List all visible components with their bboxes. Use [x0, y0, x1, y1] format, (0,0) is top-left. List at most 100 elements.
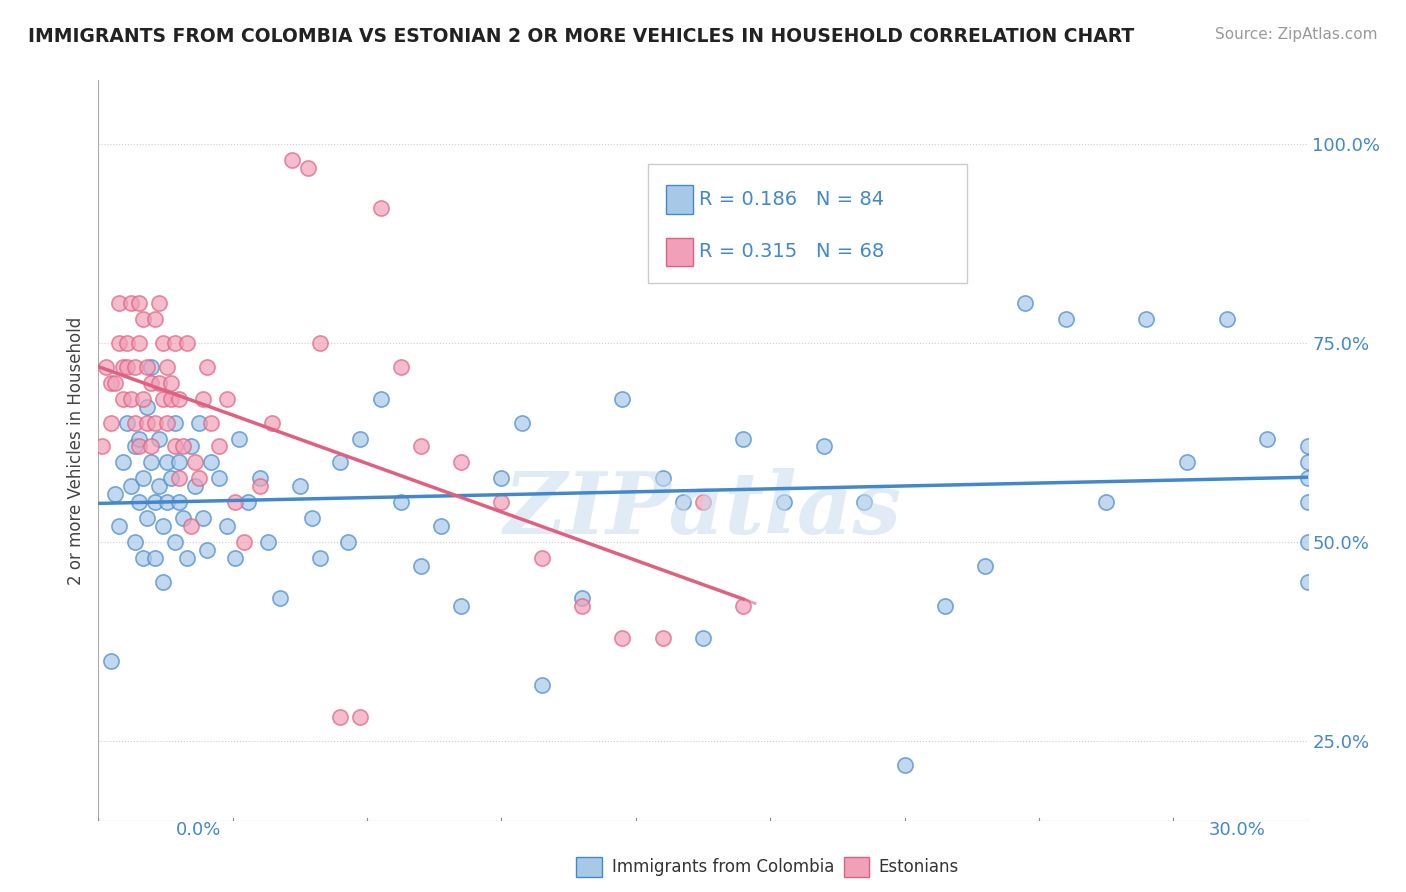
Point — [124, 440, 146, 454]
Point — [167, 392, 190, 406]
Point — [107, 519, 129, 533]
Point — [249, 479, 271, 493]
Point — [156, 416, 179, 430]
Point — [115, 416, 138, 430]
Point — [103, 487, 125, 501]
Point — [409, 558, 432, 573]
Point — [1296, 495, 1319, 509]
Point — [107, 296, 129, 310]
Point — [232, 535, 254, 549]
Point — [389, 495, 412, 509]
Text: 0.0%: 0.0% — [176, 821, 221, 838]
Point — [132, 471, 155, 485]
Point — [651, 471, 673, 485]
Point — [180, 440, 202, 454]
Point — [167, 495, 190, 509]
Point — [184, 455, 207, 469]
Point — [128, 432, 150, 446]
Point — [152, 392, 174, 406]
Point — [156, 495, 179, 509]
Point — [120, 392, 142, 406]
Point — [91, 440, 114, 454]
Point — [103, 376, 125, 390]
Point — [224, 495, 246, 509]
Point — [309, 336, 332, 351]
Point — [733, 432, 755, 446]
Point — [160, 392, 183, 406]
Point — [188, 471, 211, 485]
Point — [143, 495, 166, 509]
Point — [612, 392, 634, 406]
Point — [100, 655, 122, 669]
Point — [349, 710, 371, 724]
Text: R = 0.315   N = 68: R = 0.315 N = 68 — [699, 243, 884, 261]
Point — [329, 710, 352, 724]
Point — [1216, 312, 1239, 326]
Point — [176, 336, 198, 351]
Point — [772, 495, 794, 509]
Point — [193, 392, 215, 406]
Point — [1296, 574, 1319, 589]
Point — [224, 550, 246, 565]
Point — [128, 336, 150, 351]
Point — [115, 359, 138, 374]
Point — [139, 359, 162, 374]
Point — [152, 574, 174, 589]
Point — [139, 376, 162, 390]
Point — [143, 312, 166, 326]
Point — [813, 440, 835, 454]
Point — [450, 455, 472, 469]
Point — [135, 511, 157, 525]
Point — [132, 392, 155, 406]
Point — [309, 550, 332, 565]
Point — [148, 296, 170, 310]
Point — [269, 591, 291, 605]
Point — [301, 511, 323, 525]
Point — [370, 201, 392, 215]
Point — [148, 432, 170, 446]
Point — [132, 312, 155, 326]
Point — [160, 471, 183, 485]
Point — [934, 599, 956, 613]
Point — [163, 416, 186, 430]
Point — [1296, 471, 1319, 485]
Point — [612, 631, 634, 645]
Point — [217, 519, 239, 533]
Text: Estonians: Estonians — [879, 858, 959, 876]
Point — [1095, 495, 1118, 509]
Point — [349, 432, 371, 446]
Point — [143, 416, 166, 430]
Point — [96, 359, 118, 374]
Text: 30.0%: 30.0% — [1209, 821, 1265, 838]
Point — [337, 535, 360, 549]
Point — [217, 392, 239, 406]
Point — [491, 495, 513, 509]
Point — [281, 153, 304, 167]
Point — [329, 455, 352, 469]
Point — [853, 495, 876, 509]
Point — [107, 336, 129, 351]
Point — [188, 416, 211, 430]
Point — [1296, 535, 1319, 549]
Point — [128, 440, 150, 454]
Point — [156, 455, 179, 469]
Point — [974, 558, 997, 573]
Point — [135, 400, 157, 414]
Point — [128, 495, 150, 509]
Point — [1135, 312, 1157, 326]
Point — [172, 440, 194, 454]
Text: ZIPatlas: ZIPatlas — [503, 468, 903, 551]
Point — [893, 758, 915, 772]
Point — [409, 440, 432, 454]
Point — [128, 296, 150, 310]
Point — [124, 359, 146, 374]
Point — [1256, 432, 1278, 446]
Y-axis label: 2 or more Vehicles in Household: 2 or more Vehicles in Household — [66, 317, 84, 584]
Point — [120, 296, 142, 310]
Point — [132, 550, 155, 565]
Point — [152, 336, 174, 351]
Point — [139, 440, 162, 454]
Point — [1175, 455, 1198, 469]
Point — [180, 519, 202, 533]
Point — [297, 161, 319, 175]
